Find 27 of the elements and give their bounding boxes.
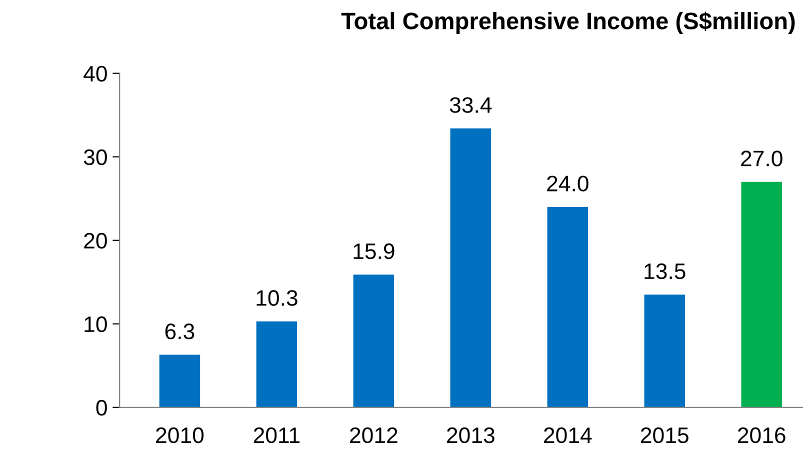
bar — [644, 294, 685, 408]
y-tick-label: 0 — [96, 400, 107, 416]
x-tick-label: 2010 — [156, 427, 204, 444]
data-label: 10.3 — [256, 290, 298, 306]
y-tick-label: 30 — [84, 149, 107, 166]
x-tick-label: 2012 — [350, 427, 398, 444]
x-tick-label: 2015 — [641, 427, 688, 444]
y-tick-label: 40 — [84, 66, 107, 82]
x-tick-label: 2016 — [738, 427, 786, 444]
bar — [159, 354, 200, 408]
bar — [741, 182, 782, 408]
data-label: 33.4 — [450, 97, 492, 113]
x-tick-label: 2014 — [544, 427, 592, 444]
y-tick-label: 20 — [84, 232, 107, 249]
bar — [353, 274, 394, 408]
x-tick-label: 2013 — [447, 427, 494, 444]
data-label: 27.0 — [741, 150, 782, 166]
bar — [547, 206, 588, 408]
data-label: 24.0 — [547, 176, 588, 192]
bar — [450, 128, 492, 408]
data-label: 15.9 — [354, 243, 394, 260]
chart-title: Total Comprehensive Income (S$million) — [341, 12, 795, 34]
bar — [256, 321, 298, 408]
data-label: 13.5 — [644, 263, 686, 280]
x-tick-label: 2011 — [254, 427, 300, 444]
data-label: 6.3 — [165, 324, 194, 340]
y-tick-label: 10 — [84, 316, 107, 332]
